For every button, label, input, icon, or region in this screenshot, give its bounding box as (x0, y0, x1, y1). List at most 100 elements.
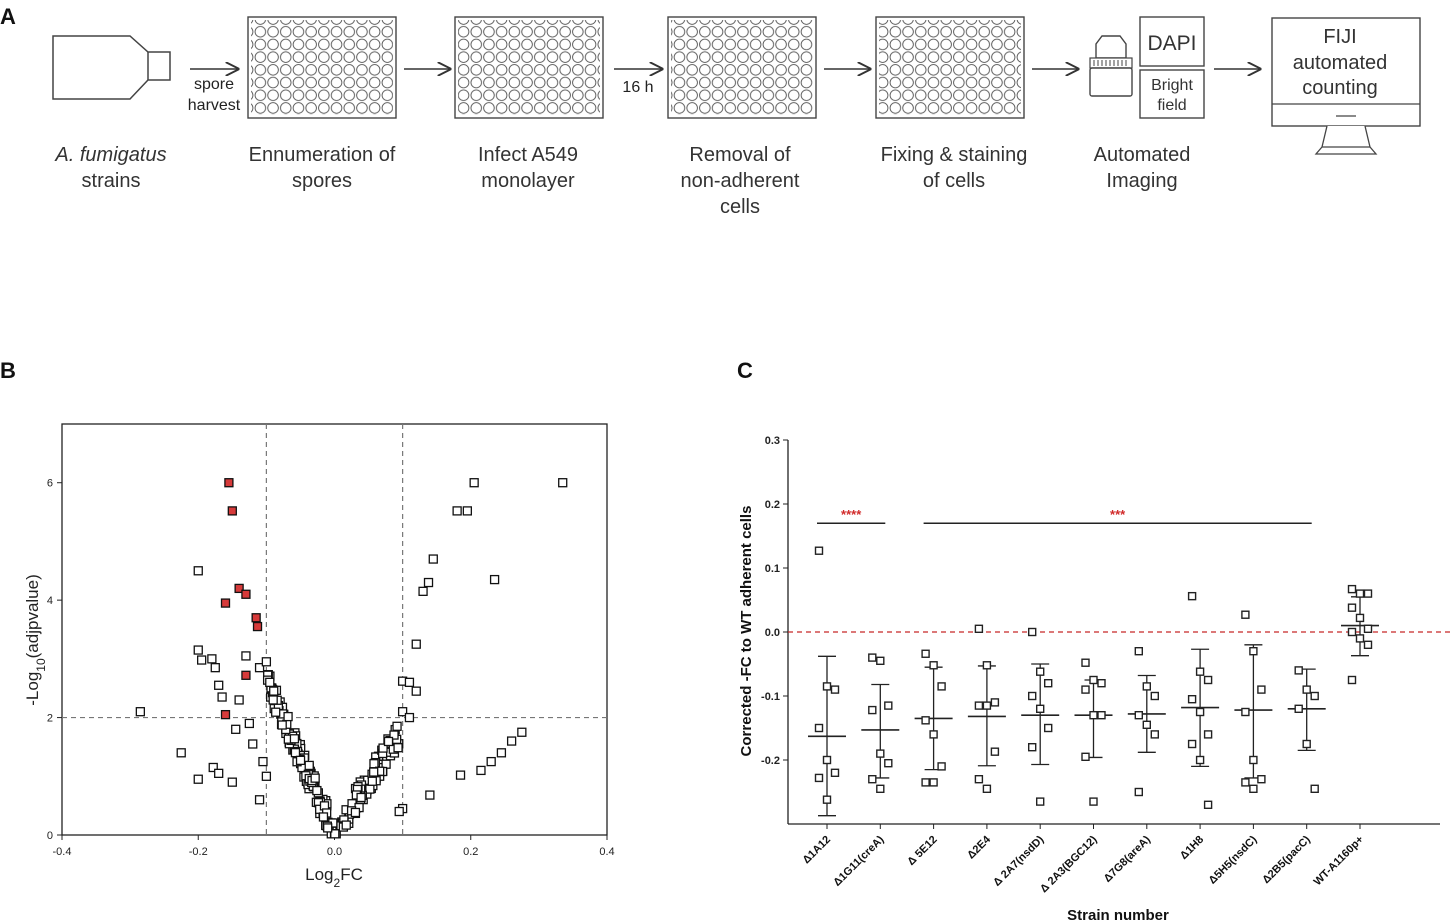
highlighted-point (220, 709, 231, 720)
data-point (234, 695, 244, 705)
data-point (208, 762, 218, 773)
bright-field-label-2: field (1157, 97, 1186, 114)
data-point (1027, 691, 1037, 701)
data-point (1134, 787, 1144, 797)
panel-label-a: A (0, 4, 16, 29)
data-point (876, 749, 885, 758)
category-label: WT-A1160p+ (1312, 834, 1367, 889)
panel-label-c: C (737, 358, 753, 383)
step-caption-5-line2: of cells (923, 170, 985, 192)
category-label: Δ1H8 (1178, 834, 1206, 862)
data-point (1363, 624, 1373, 633)
data-point (814, 723, 824, 733)
data-point (318, 812, 329, 822)
step-caption-3-line2: monolayer (481, 170, 575, 192)
data-point (254, 663, 265, 673)
step-caption-2-line2: spores (292, 170, 352, 192)
category-label: Δ1G11(creA) (831, 833, 886, 888)
data-point (876, 656, 885, 665)
data-point (397, 707, 408, 717)
volcano-x-axis-title: Log2FC (305, 865, 363, 890)
data-point (392, 721, 402, 731)
volcano-y-axis-title: -Log10(adjpvalue) (23, 574, 48, 706)
data-point (1241, 707, 1250, 717)
significance-label: **** (841, 507, 862, 522)
x-tick-label: -0.4 (53, 846, 72, 858)
fiji-label-2: automated (1293, 52, 1388, 74)
data-point (974, 701, 984, 710)
data-point (227, 777, 237, 787)
data-point (974, 624, 984, 633)
y-tick-label: 0.3 (765, 435, 780, 447)
data-point (231, 724, 241, 734)
monitor-icon (1271, 17, 1421, 155)
highlighted-point (224, 478, 234, 488)
data-point (350, 807, 361, 818)
data-point (1089, 797, 1098, 806)
data-point (822, 682, 832, 691)
data-point (822, 795, 832, 804)
data-point (277, 720, 287, 730)
dapi-label: DAPI (1147, 32, 1196, 55)
data-point (265, 677, 275, 687)
category-label: Δ1A12 (800, 834, 833, 867)
data-point (921, 778, 930, 787)
data-point (1347, 627, 1357, 637)
data-point (214, 680, 224, 690)
data-point (1035, 667, 1045, 676)
arrow-label-spore: spore (194, 76, 234, 93)
step-caption-6-line2: Imaging (1106, 170, 1177, 192)
highlighted-point (241, 670, 251, 680)
data-point (1363, 589, 1373, 598)
data-point (356, 792, 366, 803)
category-label: Δ2B5(pacC) (1260, 833, 1313, 886)
data-point (290, 747, 301, 758)
data-point (814, 546, 824, 555)
data-point (455, 770, 466, 780)
data-point (217, 692, 227, 702)
arrow-label-harvest: harvest (188, 97, 241, 114)
data-point (982, 784, 992, 793)
data-point (135, 707, 145, 717)
data-point (1294, 704, 1303, 713)
data-point (1310, 691, 1319, 701)
data-point (1027, 627, 1037, 637)
y-tick-label: 0.0 (765, 627, 780, 639)
category-label: Δ5H5(nsdC) (1207, 833, 1260, 886)
data-point (1081, 752, 1090, 761)
data-point (369, 767, 379, 777)
step-caption-4-line2: non-adherent (681, 170, 800, 192)
data-point (193, 774, 203, 784)
data-point (1355, 634, 1365, 643)
data-point (1134, 647, 1144, 656)
data-point (404, 677, 415, 687)
flask-icon (52, 35, 171, 100)
data-point (261, 771, 272, 781)
step-caption-2-line1: Ennumeration of (249, 144, 396, 166)
y-tick-label: 0.1 (765, 563, 780, 575)
significance-label: *** (1110, 507, 1126, 522)
data-point (1187, 739, 1197, 749)
data-point (1347, 675, 1357, 685)
data-point (1347, 584, 1357, 594)
data-point (1142, 682, 1152, 691)
data-point (452, 506, 462, 516)
plot-frame (61, 423, 608, 836)
data-point (1195, 755, 1205, 765)
data-point (1203, 800, 1213, 809)
data-point (241, 651, 251, 661)
data-point (428, 554, 438, 564)
data-point (1097, 679, 1106, 688)
data-point (389, 730, 399, 740)
step-caption-4-line3: cells (720, 196, 760, 218)
data-point (365, 784, 375, 794)
data-point (423, 577, 434, 588)
step-caption-1-line1: A. fumigatus (54, 144, 166, 166)
data-point (937, 762, 946, 771)
data-point (1355, 589, 1365, 598)
highlighted-point (220, 598, 231, 608)
category-label: Δ 5E12 (905, 834, 939, 868)
bright-field-box (1139, 69, 1205, 119)
data-point (193, 566, 203, 576)
